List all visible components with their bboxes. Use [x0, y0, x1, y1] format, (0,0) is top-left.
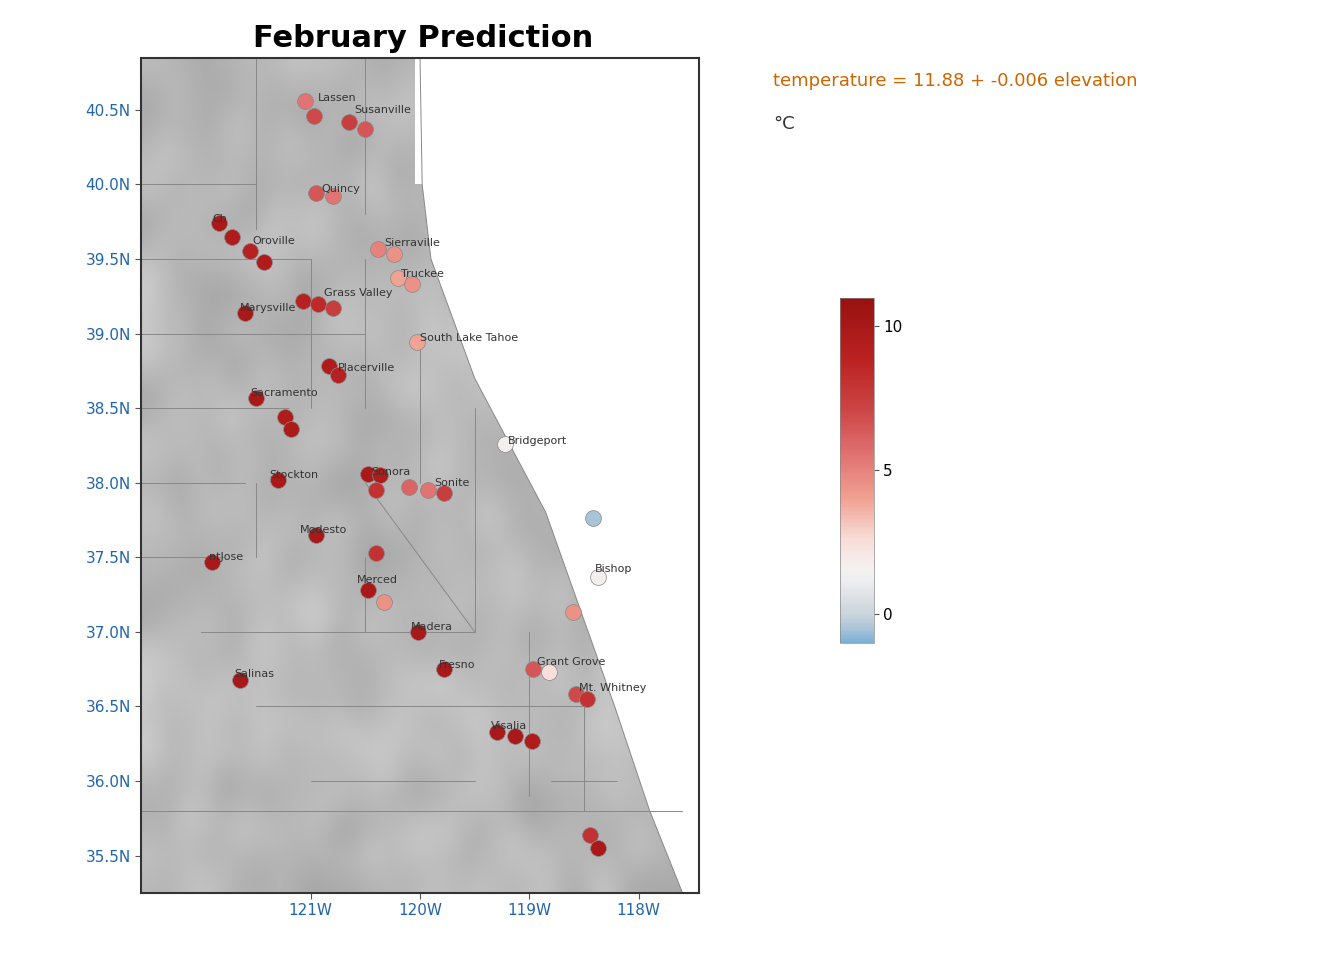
- Point: [374, 594, 395, 610]
- Text: Grass Valley: Grass Valley: [324, 288, 392, 299]
- Text: Sonora: Sonora: [371, 468, 410, 477]
- Text: Lassen: Lassen: [319, 93, 358, 103]
- Text: Sacramento: Sacramento: [250, 388, 319, 398]
- Polygon shape: [419, 58, 699, 893]
- Point: [294, 93, 316, 108]
- Text: Fresno: Fresno: [438, 660, 474, 670]
- Text: Mt. Whitney: Mt. Whitney: [578, 684, 646, 693]
- Point: [239, 244, 261, 259]
- Point: [485, 724, 507, 739]
- Text: Salinas: Salinas: [234, 668, 274, 679]
- Point: [327, 368, 348, 383]
- Text: Madera: Madera: [411, 622, 453, 633]
- Text: Stockton: Stockton: [269, 470, 319, 480]
- Point: [433, 661, 454, 677]
- Point: [406, 335, 427, 350]
- Point: [253, 254, 274, 270]
- Point: [579, 827, 601, 842]
- Point: [368, 241, 390, 256]
- Text: Merced: Merced: [356, 575, 398, 585]
- Point: [274, 409, 296, 424]
- Point: [520, 733, 542, 749]
- Point: [366, 483, 387, 498]
- Point: [587, 569, 609, 585]
- Text: South Lake Tahoe: South Lake Tahoe: [419, 333, 519, 343]
- Point: [521, 661, 543, 677]
- Point: [245, 390, 266, 405]
- Point: [280, 421, 301, 437]
- Point: [383, 247, 405, 262]
- Point: [398, 479, 419, 494]
- Point: [308, 296, 329, 311]
- Point: [356, 583, 378, 598]
- Point: [433, 486, 454, 501]
- Text: February Prediction: February Prediction: [253, 24, 594, 53]
- Point: [387, 271, 409, 286]
- Text: Susanville: Susanville: [355, 105, 411, 115]
- Point: [202, 554, 223, 569]
- Point: [319, 359, 340, 374]
- Point: [339, 114, 360, 130]
- Text: Ch: Ch: [212, 214, 227, 224]
- Point: [208, 215, 230, 230]
- Text: Quincy: Quincy: [321, 184, 360, 194]
- Point: [228, 672, 250, 687]
- Point: [417, 483, 438, 498]
- Point: [366, 545, 387, 561]
- Point: [539, 664, 560, 680]
- Text: °C: °C: [773, 115, 794, 133]
- Point: [582, 511, 603, 526]
- Point: [292, 293, 313, 308]
- Point: [356, 466, 378, 481]
- Point: [305, 185, 327, 201]
- Point: [304, 108, 325, 124]
- Point: [222, 228, 243, 244]
- Text: Bishop: Bishop: [595, 564, 633, 574]
- Text: Sonite: Sonite: [434, 478, 469, 488]
- Point: [234, 305, 255, 321]
- Point: [368, 468, 390, 483]
- Point: [267, 472, 289, 488]
- Text: ntJose: ntJose: [208, 552, 243, 563]
- Point: [321, 188, 343, 204]
- Text: Oroville: Oroville: [253, 236, 296, 246]
- Point: [402, 276, 423, 292]
- Point: [504, 729, 526, 744]
- Text: Grant Grove: Grant Grove: [538, 657, 605, 666]
- Point: [305, 527, 327, 542]
- Point: [495, 436, 516, 451]
- Text: temperature = 11.88 + -0.006 elevation: temperature = 11.88 + -0.006 elevation: [773, 72, 1137, 90]
- Point: [355, 122, 376, 137]
- Point: [587, 840, 609, 855]
- Text: Placerville: Placerville: [337, 363, 395, 372]
- Text: Sierraville: Sierraville: [384, 237, 439, 248]
- Text: Modesto: Modesto: [300, 525, 347, 536]
- Point: [562, 605, 583, 620]
- Point: [566, 686, 587, 702]
- Text: Bridgeport: Bridgeport: [508, 436, 567, 445]
- Point: [577, 691, 598, 707]
- Text: Marysville: Marysville: [239, 303, 296, 313]
- Point: [321, 300, 343, 316]
- Text: Visalia: Visalia: [491, 721, 527, 731]
- Text: Truckee: Truckee: [402, 269, 445, 278]
- Polygon shape: [414, 58, 699, 252]
- Point: [407, 624, 429, 639]
